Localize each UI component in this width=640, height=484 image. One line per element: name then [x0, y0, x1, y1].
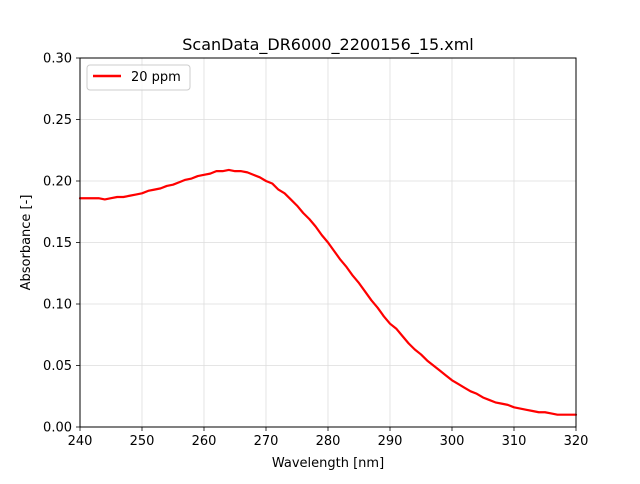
legend: 20 ppm: [86, 64, 191, 91]
y-tick-label: 0.30: [43, 52, 72, 67]
x-tick-label: 300: [440, 434, 465, 449]
y-tick-label: 0.10: [43, 298, 72, 313]
legend-box: [86, 64, 191, 91]
y-tick-label: 0.15: [43, 236, 72, 251]
y-tick-label: 0.25: [43, 113, 72, 128]
x-tick-label: 320: [564, 434, 589, 449]
tick-layer: 240 250 260 270 280 290 300 310 320 0.00 0.05 0.10 0…: [43, 52, 588, 450]
x-tick-label: 310: [502, 434, 527, 449]
x-tick-label: 280: [316, 434, 341, 449]
legend-label-20ppm: 20 ppm: [131, 70, 181, 85]
x-tick-label: 270: [254, 434, 279, 449]
x-tick-label: 260: [192, 434, 217, 449]
x-tick-label: 250: [130, 434, 155, 449]
x-tick-label: 240: [68, 434, 93, 449]
series-line-0: [78, 168, 578, 416]
x-axis-label: Wavelength [nm]: [272, 456, 384, 471]
y-tick-label: 0.00: [43, 421, 72, 436]
x-tick-label: 290: [378, 434, 403, 449]
y-tick-label: 0.05: [43, 359, 72, 374]
y-tick-label: 0.20: [43, 175, 72, 190]
chart-title: ScanData_DR6000_2200156_15.xml: [182, 35, 473, 55]
series-layer: [78, 168, 578, 416]
y-axis-label: Absorbance [-]: [19, 195, 34, 291]
